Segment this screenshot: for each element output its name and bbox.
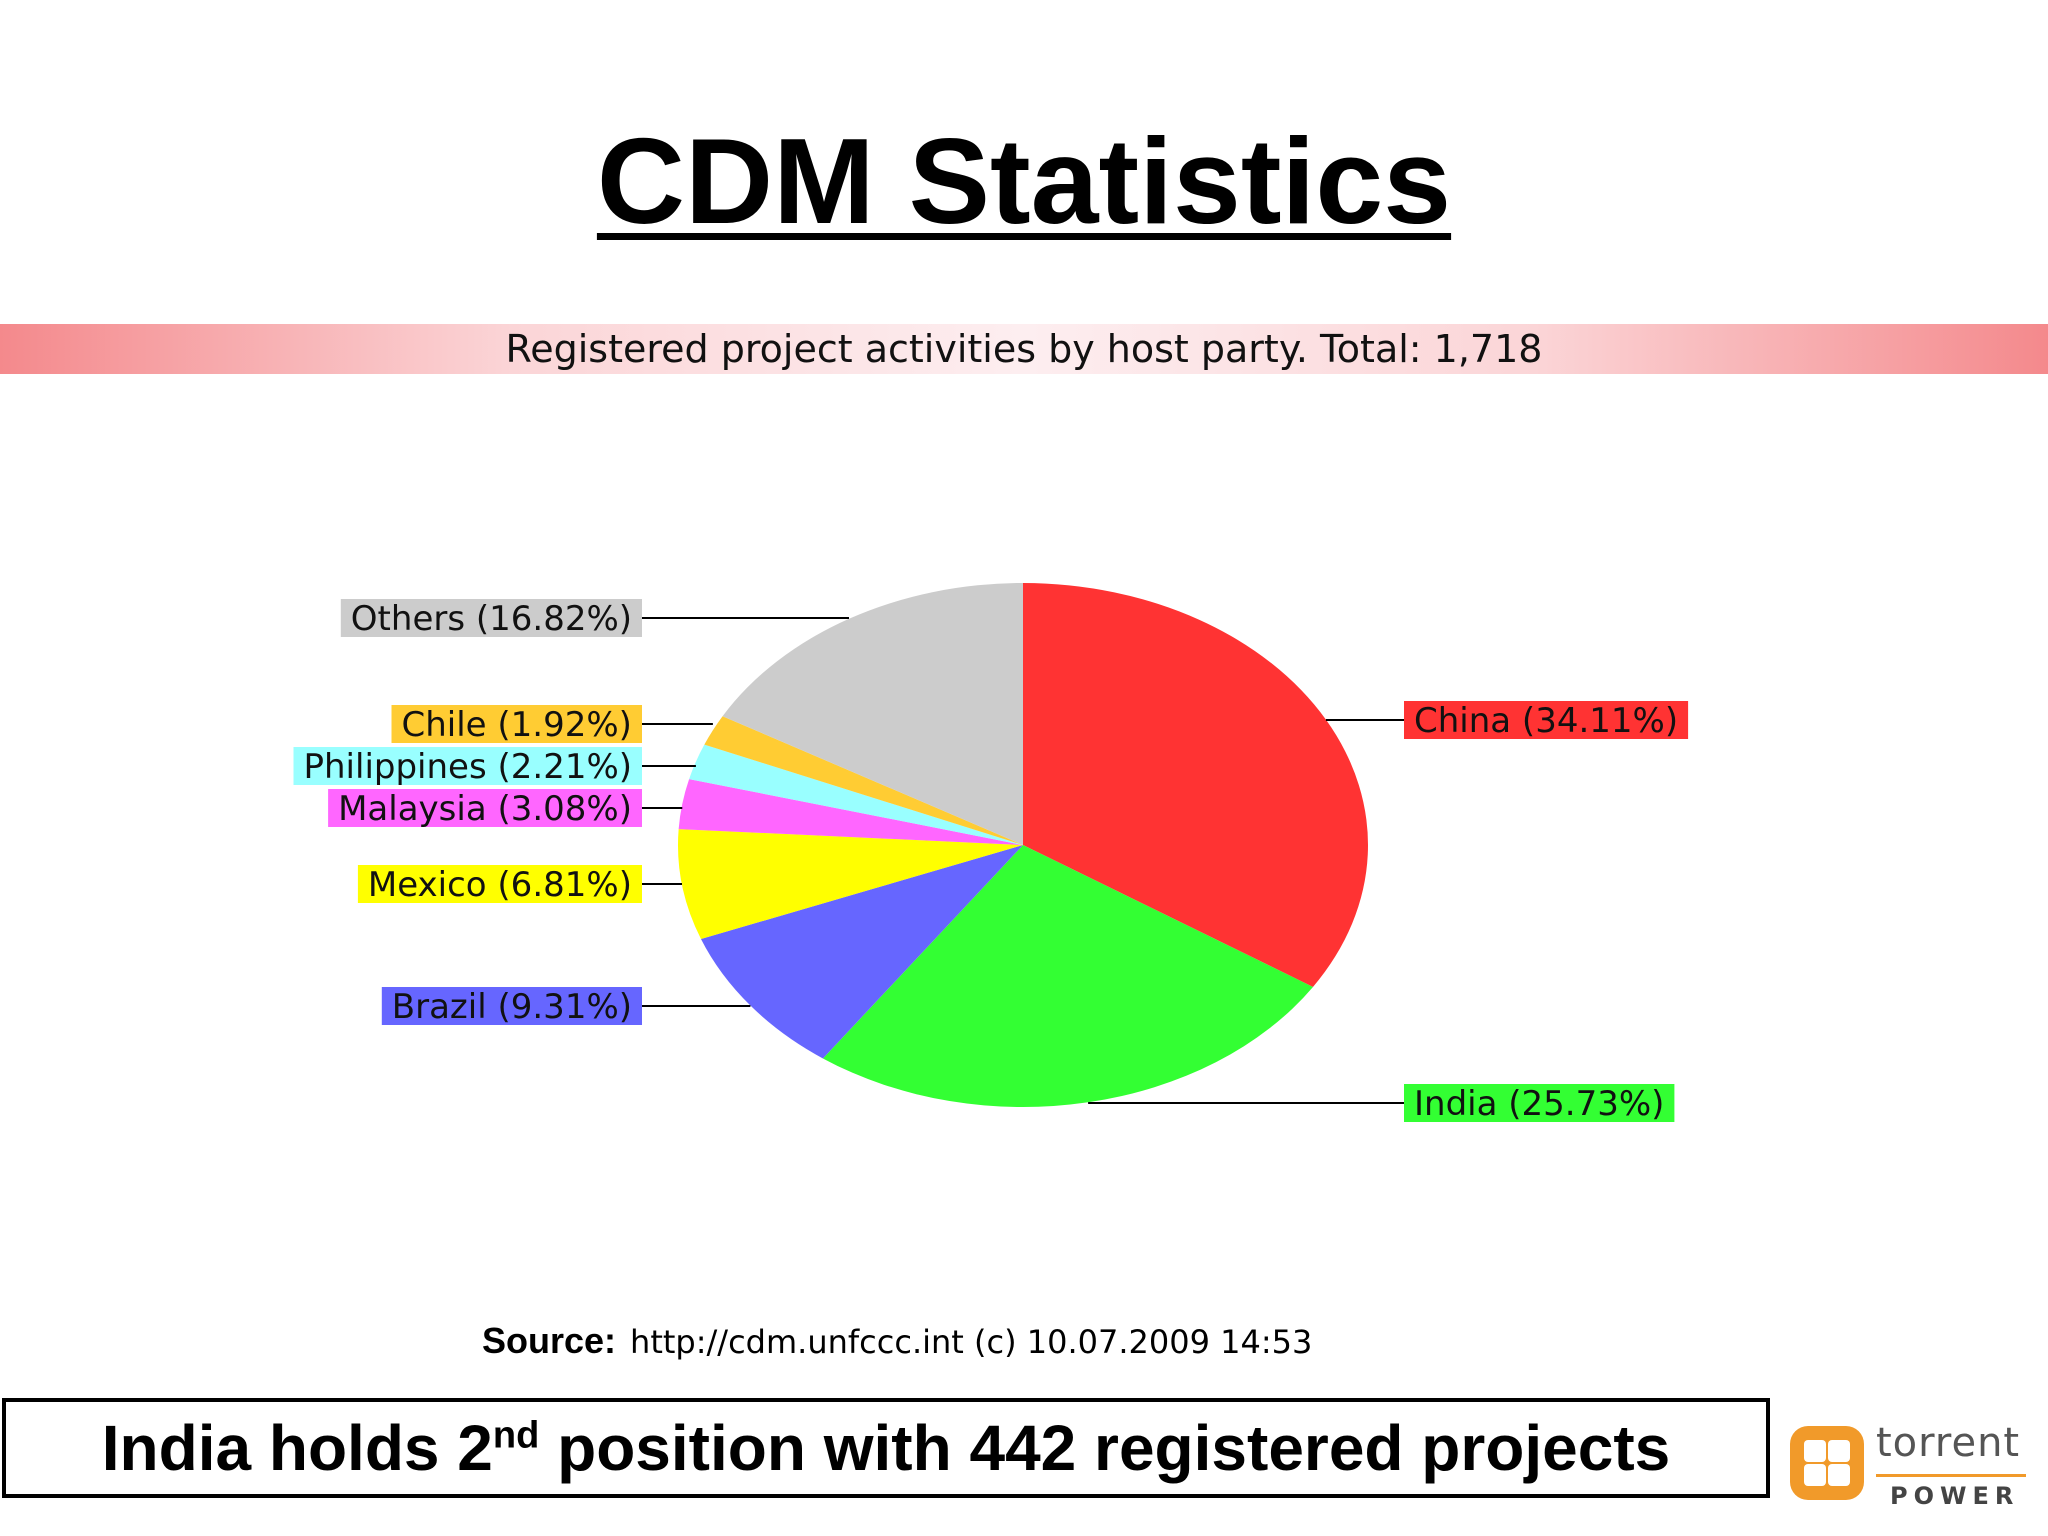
pie-slice-india	[822, 845, 1313, 1108]
pie-slices	[678, 583, 1369, 1108]
pie-label-philippines: Philippines (2.21%)	[304, 747, 633, 787]
footer-box: India holds 2nd position with 442 regist…	[2, 1398, 1770, 1498]
pie-label-bg-philippines	[293, 747, 642, 785]
pie-label-china: China (34.11%)	[1414, 701, 1678, 741]
pie-slice-philippines	[689, 744, 1023, 845]
pie-label-brazil: Brazil (9.31%)	[392, 987, 632, 1027]
pie-label-bg-india	[1404, 1084, 1675, 1122]
pie-label-bg-others	[340, 599, 642, 637]
pie-label-chile: Chile (1.92%)	[402, 705, 632, 745]
slide-title: CDM Statistics	[596, 113, 1452, 249]
source-label: Source:	[482, 1320, 617, 1361]
pie-label-others: Others (16.82%)	[351, 599, 632, 639]
source-url: http://cdm.unfccc.int (c) 10.07.2009 14:…	[630, 1323, 1313, 1361]
chart-title: Registered project activities by host pa…	[505, 327, 1543, 371]
footer-text: India holds 2nd position with 442 regist…	[102, 1411, 1671, 1485]
footer-text-post: position with 442 registered projects	[539, 1412, 1671, 1484]
pie-label-malaysia: Malaysia (3.08%)	[338, 789, 632, 829]
logo-rule	[1876, 1474, 2026, 1477]
pie-label-india: India (25.73%)	[1414, 1084, 1664, 1124]
pie-label-bg-china	[1404, 701, 1689, 739]
logo-mark-icon	[1790, 1426, 1864, 1500]
footer-text-sup: nd	[492, 1414, 540, 1457]
pie-slice-others	[722, 583, 1023, 845]
pie-label-bg-brazil	[381, 987, 642, 1025]
chart-title-band	[0, 324, 2048, 374]
pie-label-bg-malaysia	[328, 789, 642, 827]
pie-label-bg-chile	[391, 705, 642, 743]
footer-text-pre: India holds 2	[101, 1412, 493, 1484]
pie-slice-chile	[704, 716, 1023, 845]
pie-slice-brazil	[700, 845, 1023, 1059]
pie-slice-malaysia	[678, 779, 1023, 845]
pie-label-bg-mexico	[357, 865, 642, 903]
torrent-power-logo: torrent POWER	[1790, 1420, 2040, 1520]
pie-labels: China (34.11%) India (25.73%) Brazil (9.31…	[293, 599, 1689, 1124]
logo-sub: POWER	[1890, 1482, 2020, 1510]
pie-slice-mexico	[678, 829, 1023, 940]
logo-word: torrent	[1876, 1420, 2021, 1466]
pie-label-mexico: Mexico (6.81%)	[368, 865, 632, 905]
source-line: Source: http://cdm.unfccc.int (c) 10.07.2…	[482, 1320, 1312, 1362]
pie-slice-china	[1023, 583, 1369, 987]
